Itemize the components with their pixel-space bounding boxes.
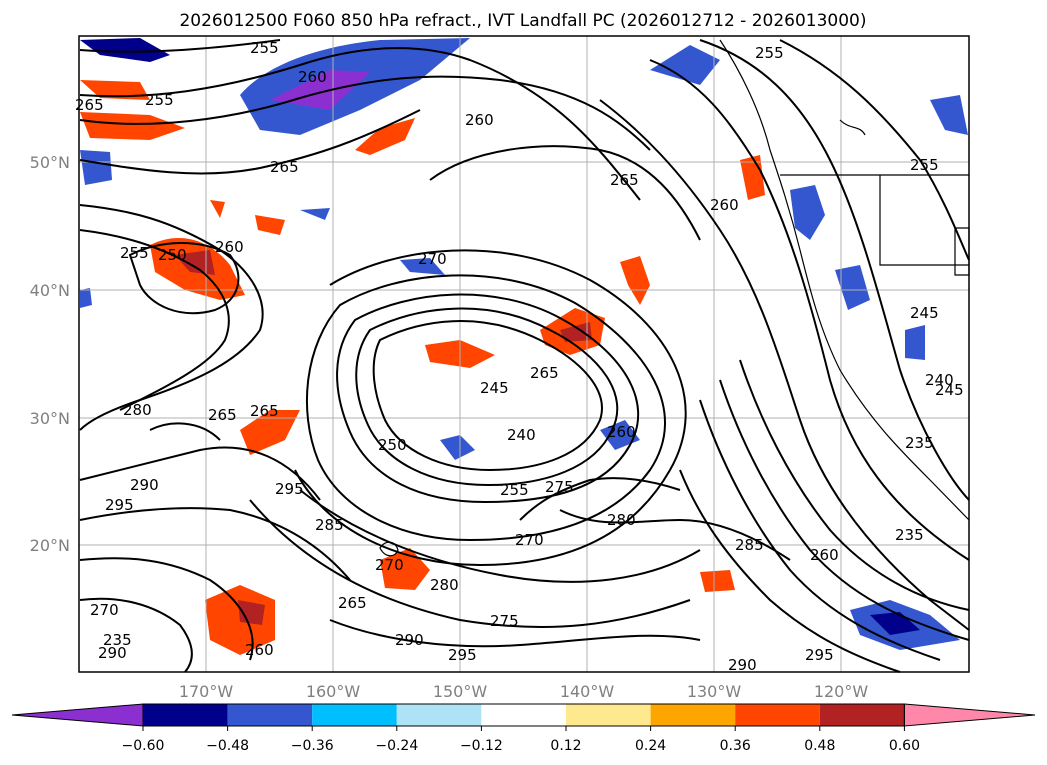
colorbar-tick-label: 0.48: [804, 738, 835, 754]
contour-label: 270: [515, 531, 544, 549]
contour-label: 265: [338, 594, 367, 612]
colorbar-extension-high: [903, 703, 1036, 727]
map-title: 2026012500 F060 850 hPa refract., IVT La…: [179, 11, 866, 31]
contour-labels: 255 260 265 255 260 265 255 250 260 270 …: [75, 39, 964, 674]
contour-label: 275: [490, 612, 519, 630]
contour-label: 255: [910, 156, 939, 174]
contour-label: 290: [728, 656, 757, 674]
longitude-labels: 170°W 160°W 150°W 140°W 130°W 120°W: [179, 682, 869, 701]
colorbar-tick-label: −0.48: [206, 738, 249, 754]
lon-label-120w: 120°W: [814, 682, 869, 701]
contour-label: 250: [378, 436, 407, 454]
shaded-anomaly-patches: [80, 38, 968, 655]
colorbar-segment: [312, 704, 397, 726]
contour-label: 295: [448, 646, 477, 664]
colorbar-segment: [650, 704, 736, 726]
contour-label: 280: [123, 401, 152, 419]
colorbar-segment: [481, 704, 566, 726]
colorbar-segment: [566, 704, 651, 726]
colorbar-segment: [735, 704, 820, 726]
contour-label: 265: [75, 96, 104, 114]
contour-label: 285: [315, 516, 344, 534]
colorbar-segment: [819, 704, 905, 726]
contour-label: 255: [145, 91, 174, 109]
contour-label: 290: [130, 476, 159, 494]
lat-label-40: 40°N: [30, 281, 70, 300]
coastlines: [379, 39, 970, 557]
colorbar-segment: [396, 704, 482, 726]
contour-label: 295: [105, 496, 134, 514]
contour-label: 265: [610, 171, 639, 189]
contour-label: 295: [805, 646, 834, 664]
colorbar: −0.60 −0.48 −0.36 −0.24 −0.12 0.12 0.24 0.36 0.4…: [11, 703, 1036, 754]
contour-label: 275: [545, 478, 574, 496]
contour-label: 260: [245, 641, 274, 659]
colorbar-ticks: −0.60 −0.48 −0.36 −0.24 −0.12 0.12 0.24 0.36 0.4…: [122, 726, 920, 754]
contour-label: 260: [298, 68, 327, 86]
lon-label-170w: 170°W: [179, 682, 234, 701]
contour-label: 260: [810, 546, 839, 564]
contour-label: 270: [375, 556, 404, 574]
contour-label: 255: [120, 244, 149, 262]
lon-label-150w: 150°W: [433, 682, 488, 701]
lat-label-30: 30°N: [30, 409, 70, 428]
contour-label: 260: [710, 196, 739, 214]
contour-label: 245: [935, 381, 964, 399]
contour-label: 240: [925, 371, 954, 389]
contour-label: 285: [735, 536, 764, 554]
contour-label: 280: [430, 576, 459, 594]
contour-label: 265: [530, 364, 559, 382]
colorbar-segment: [143, 704, 228, 726]
contour-label: 245: [910, 304, 939, 322]
graticule-grid: [79, 36, 969, 672]
contour-label: 235: [103, 631, 132, 649]
colorbar-tick-label: 0.36: [720, 738, 751, 754]
contour-label: 260: [215, 238, 244, 256]
colorbar-tick-label: 0.12: [550, 738, 581, 754]
contour-label: 235: [895, 526, 924, 544]
colorbar-tick-label: −0.12: [460, 738, 503, 754]
refractivity-contours: [79, 39, 970, 673]
colorbar-segment: [227, 704, 313, 726]
contour-label: 245: [480, 379, 509, 397]
colorbar-tick-label: −0.60: [122, 738, 165, 754]
colorbar-tick-label: 0.60: [889, 738, 920, 754]
contour-label: 270: [90, 601, 119, 619]
contour-label: 265: [208, 406, 237, 424]
lon-label-140w: 140°W: [560, 682, 615, 701]
map-frame: [78, 35, 970, 673]
contour-label: 295: [275, 480, 304, 498]
contour-label: 270: [418, 250, 447, 268]
contour-label: 240: [507, 426, 536, 444]
lat-label-50: 50°N: [30, 153, 70, 172]
contour-label: 290: [395, 631, 424, 649]
map-plot-area: 255 260 265 255 260 265 255 250 260 270 …: [75, 35, 970, 674]
contour-label: 260: [465, 111, 494, 129]
contour-label: 255: [500, 481, 529, 499]
lat-label-20: 20°N: [30, 536, 70, 555]
colorbar-border: [142, 703, 905, 727]
latitude-labels: 50°N 40°N 30°N 20°N: [30, 153, 70, 555]
contour-label: 255: [250, 39, 279, 57]
contour-label: 290: [98, 644, 127, 662]
colorbar-extension-low: [11, 703, 144, 727]
lon-label-160w: 160°W: [306, 682, 361, 701]
contour-label: 250: [158, 246, 187, 264]
contour-label: 265: [270, 158, 299, 176]
contour-label: 255: [755, 44, 784, 62]
contour-label: 265: [250, 402, 279, 420]
colorbar-tick-label: −0.36: [291, 738, 334, 754]
contour-label: 280: [607, 511, 636, 529]
colorbar-segments: [11, 703, 1036, 727]
contour-label: 260: [607, 423, 636, 441]
lon-label-130w: 130°W: [687, 682, 742, 701]
colorbar-tick-label: 0.24: [635, 738, 666, 754]
contour-label: 235: [905, 434, 934, 452]
colorbar-tick-label: −0.24: [375, 738, 418, 754]
